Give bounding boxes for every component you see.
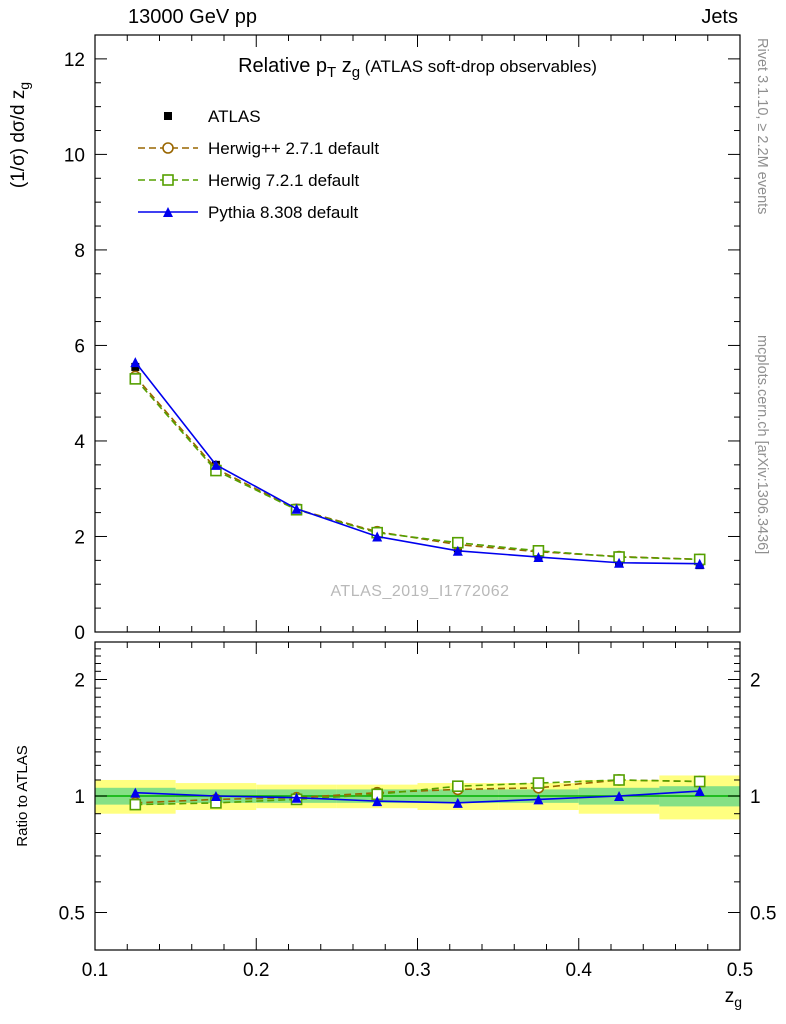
y-axis-label: (1/σ) dσ/d zg (8, 82, 32, 188)
marker-triangle-filled (533, 552, 544, 563)
xtick-label: 0.2 (243, 960, 269, 981)
series-line (135, 790, 700, 804)
ytick-label-main: 2 (74, 527, 85, 548)
legend: ATLAS Herwig++ 2.7.1 default Herwig 7.2.1 … (138, 107, 379, 222)
marker-triangle-filled (291, 503, 302, 514)
marker-square-open (129, 798, 142, 811)
marker-square-open (532, 777, 545, 789)
marker-square-open (452, 780, 464, 793)
marker-triangle-filled (452, 545, 463, 556)
legend-label: Herwig++ 2.7.1 default (208, 139, 379, 158)
marker-triangle-filled (372, 531, 383, 542)
marker-triangle-filled (210, 791, 221, 801)
marker-triangle-filled (452, 797, 463, 808)
series-line (135, 779, 700, 806)
legend-item-herwigpp: Herwig++ 2.7.1 default (138, 139, 379, 158)
x-axis-label: zg (725, 986, 742, 1010)
series-main-pythia (130, 357, 705, 569)
marker-triangle-filled (694, 786, 705, 797)
ytick-label-main: 12 (64, 50, 85, 71)
tick-labels: 0 2 4 6 8 10 12 2 2 1 1 0.5 0.5 0.1 0.2 0.3 0.4 0.5 (59, 50, 777, 981)
analysis-watermark: ATLAS_2019_I1772062 (330, 583, 510, 600)
xtick-label: 0.4 (566, 960, 593, 981)
marker-triangle-filled (533, 794, 544, 805)
plot-title: Relative pT zg (ATLAS soft-drop observab… (238, 55, 597, 81)
ratio-y-axis-label: Ratio to ATLAS (14, 745, 31, 846)
xtick-label: 0.5 (727, 960, 753, 981)
ytick-label-main: 0 (74, 623, 85, 644)
axis-ticks (94, 34, 741, 951)
legend-item-herwig7: Herwig 7.2.1 default (138, 171, 359, 190)
series-ratio-pythia (130, 786, 705, 808)
ytick-label-main: 6 (74, 336, 85, 357)
marker-circle-open (162, 142, 174, 154)
marker-triangle-filled (614, 557, 625, 568)
marker-triangle-filled (614, 791, 625, 801)
series-ratio-herwig7 (129, 774, 706, 811)
ytick-label-ratio-left: 1 (74, 787, 85, 808)
marker-triangle-filled (291, 792, 302, 803)
marker-triangle-filled (210, 459, 221, 470)
marker-triangle-filled (372, 796, 383, 807)
marker-triangle-filled (694, 558, 705, 569)
ratio-uncertainty-bands (95, 775, 740, 820)
ytick-label-main: 8 (74, 241, 85, 262)
marker-triangle-filled (163, 207, 173, 217)
series-line (134, 378, 700, 561)
marker-square-open (613, 774, 625, 786)
marker-triangle-filled (130, 787, 141, 798)
series-line (134, 375, 700, 561)
series-line (134, 361, 700, 565)
ytick-label-ratio-right: 0.5 (750, 903, 776, 924)
legend-label: Herwig 7.2.1 default (208, 171, 359, 190)
marker-square-filled (164, 112, 172, 120)
xtick-label: 0.1 (82, 960, 108, 981)
ytick-label-ratio-left: 0.5 (59, 903, 85, 924)
marker-square-open (129, 373, 142, 385)
marker-square-open (162, 174, 174, 186)
series-line (135, 779, 700, 804)
legend-item-atlas: ATLAS (164, 107, 261, 126)
ytick-label-main: 4 (74, 432, 85, 453)
xtick-label: 0.3 (404, 960, 430, 981)
legend-item-pythia: Pythia 8.308 default (138, 203, 359, 222)
ytick-label-main: 10 (64, 145, 85, 166)
marker-triangle-filled (130, 357, 141, 368)
main-panel-frame (94, 34, 741, 633)
ytick-label-ratio-left: 2 (74, 671, 85, 692)
legend-label: ATLAS (208, 107, 261, 126)
legend-label: Pythia 8.308 default (208, 203, 359, 222)
header-process: Jets (701, 6, 738, 28)
ytick-label-ratio-right: 1 (750, 787, 761, 808)
ytick-label-ratio-right: 2 (750, 671, 761, 692)
header-beam-energy: 13000 GeV pp (128, 6, 257, 28)
marker-square-open (693, 775, 706, 788)
